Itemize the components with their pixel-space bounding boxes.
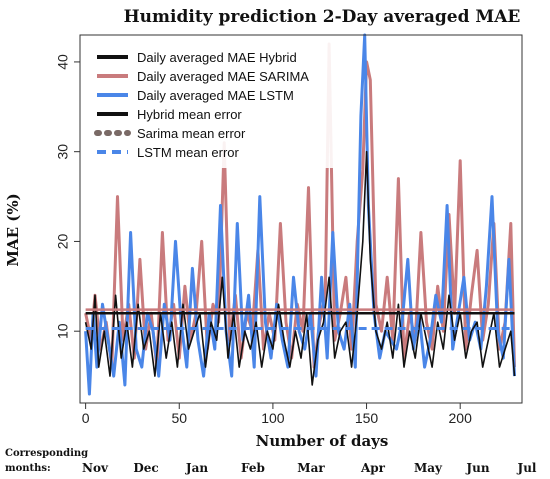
axis-layer: 0 50 100 150 200 10 20 30 40 xyxy=(55,54,472,426)
month-label-0: Nov xyxy=(82,461,109,475)
legend-label-0: Daily averaged MAE Hybrid xyxy=(137,50,297,65)
month-label-3: Feb xyxy=(241,461,265,475)
plot-frame xyxy=(79,34,523,404)
legend-background xyxy=(90,40,348,168)
series-layer xyxy=(84,33,516,396)
chart-title: Humidity prediction 2-Day averaged MAE xyxy=(124,7,521,27)
legend-label-1: Daily averaged MAE SARIMA xyxy=(137,69,309,84)
corresponding-label-line2: months: xyxy=(5,463,51,474)
legend-label-4: Sarima mean error xyxy=(137,126,246,141)
y-tick-label-2: 30 xyxy=(55,144,71,160)
mean-lines-layer xyxy=(85,308,515,331)
month-label-8: Jul xyxy=(517,461,537,475)
month-labels: Corresponding months: Nov Dec Jan Feb Mar Apr Ma… xyxy=(5,448,537,475)
y-tick-label-1: 20 xyxy=(55,233,71,249)
legend-label-3: Hybrid mean error xyxy=(137,107,242,122)
legend-label-2: Daily averaged MAE LSTM xyxy=(137,88,294,103)
y-tick-label-0: 10 xyxy=(55,323,71,339)
y-axis-label: MAE (%) xyxy=(4,193,22,266)
month-label-5: Apr xyxy=(360,461,386,475)
series-line-2 xyxy=(84,150,516,386)
corresponding-label-line1: Corresponding xyxy=(5,448,88,459)
month-label-1: Dec xyxy=(133,461,158,475)
month-label-6: May xyxy=(414,461,443,475)
month-label-4: Mar xyxy=(297,461,325,475)
x-tick-label-2: 100 xyxy=(261,410,285,426)
month-label-7: Jun xyxy=(465,461,489,475)
x-tick-label-1: 50 xyxy=(171,410,187,426)
x-tick-label-4: 200 xyxy=(449,410,473,426)
legend-label-5: LSTM mean error xyxy=(137,145,240,160)
x-tick-label-3: 150 xyxy=(355,410,379,426)
x-tick-label-0: 0 xyxy=(82,410,90,426)
month-label-2: Jan xyxy=(185,461,208,475)
legend: Daily averaged MAE Hybrid Daily averaged … xyxy=(90,40,348,168)
x-axis-label: Number of days xyxy=(256,432,389,450)
y-tick-label-3: 40 xyxy=(55,54,71,70)
series-line-1 xyxy=(84,33,516,396)
